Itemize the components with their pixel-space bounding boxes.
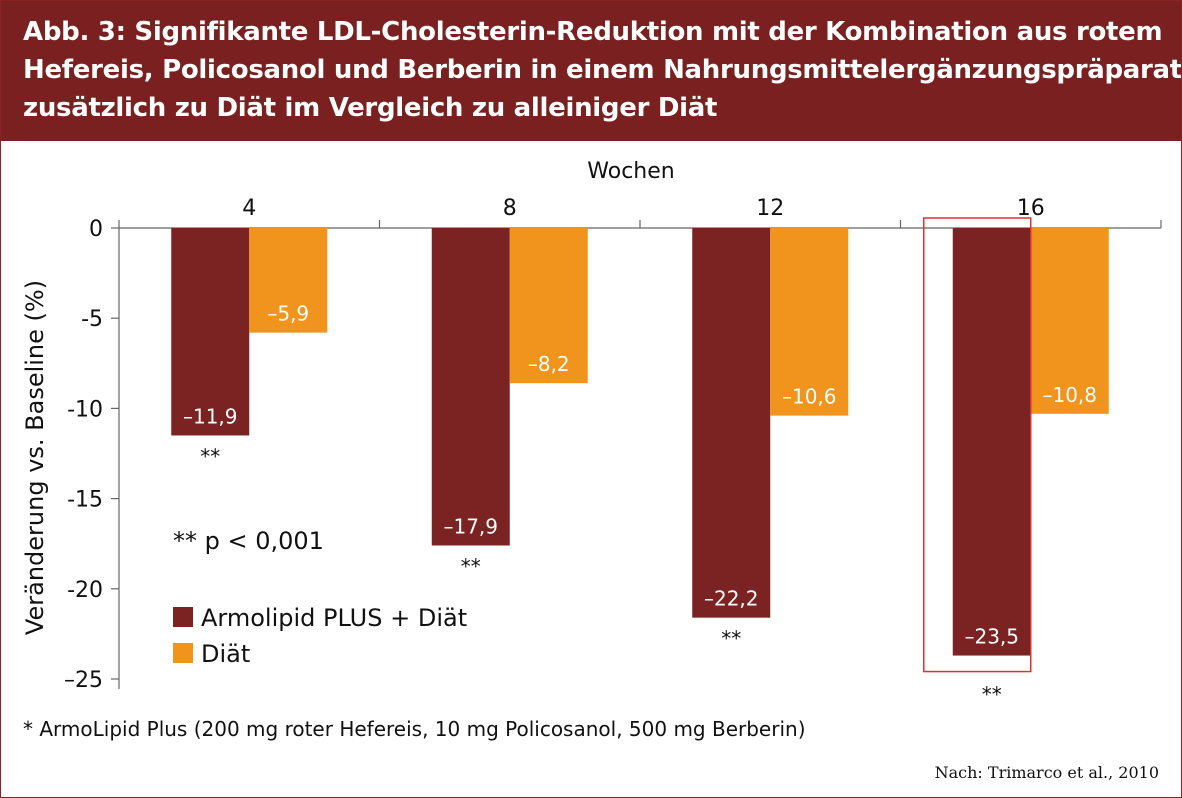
significance-marker: ** — [721, 627, 741, 651]
bar-series-0 — [952, 228, 1031, 656]
y-tick-label: -5 — [81, 307, 103, 332]
legend-swatch-0 — [173, 607, 193, 627]
bar-series-1 — [509, 228, 588, 384]
x-tick-label: 8 — [503, 196, 517, 221]
title-bar: Abb. 3: Signifikante LDL-Cholesterin-Red… — [1, 1, 1181, 141]
y-tick-label: -10 — [67, 397, 103, 422]
bar-data-label: –5,9 — [267, 302, 309, 326]
bar-series-1 — [249, 228, 328, 333]
bars-layer — [171, 217, 1109, 673]
legend-label-1: Diät — [201, 640, 250, 668]
y-tick-label: –25 — [64, 668, 103, 693]
x-axis-title: Wochen — [587, 159, 674, 184]
significance-marker: ** — [461, 555, 481, 579]
y-tick-label: -20 — [67, 578, 103, 603]
labels-layer: 0 -5 -10 -15 -20 –25 4 8 12 16 Wochen Veränderung v… — [21, 159, 1097, 707]
bar-series-0 — [692, 228, 771, 618]
figure-title: Abb. 3: Signifikante LDL-Cholesterin-Red… — [23, 13, 1182, 127]
source-citation: Nach: Trimarco et al., 2010 — [934, 763, 1159, 782]
bar-data-label: –23,5 — [964, 625, 1019, 649]
footnote: * ArmoLipid Plus (200 mg roter Hefereis,… — [23, 717, 806, 741]
bar-data-label: –17,9 — [443, 515, 498, 539]
significance-marker: ** — [982, 683, 1002, 707]
significance-marker: ** — [200, 444, 220, 468]
y-tick-label: 0 — [89, 217, 103, 242]
bar-series-0 — [171, 228, 250, 436]
p-value-annotation: ** p < 0,001 — [173, 527, 324, 555]
x-tick-label: 16 — [1017, 196, 1045, 221]
y-tick-label: -15 — [67, 488, 103, 513]
bar-data-label: –8,2 — [528, 352, 570, 376]
y-axis-title: Veränderung vs. Baseline (%) — [21, 280, 49, 635]
x-tick-label: 4 — [242, 196, 256, 221]
bar-series-0 — [431, 228, 510, 546]
bar-series-1 — [1030, 228, 1109, 414]
title-line-3: zusätzlich zu Diät im Vergleich zu allei… — [23, 93, 718, 123]
bar-data-label: –22,2 — [704, 587, 759, 611]
bar-data-label: –10,6 — [782, 385, 837, 409]
x-tick-label: 12 — [756, 196, 784, 221]
legend-label-0: Armolipid PLUS + Diät — [201, 604, 467, 632]
legend-swatch-1 — [173, 643, 193, 663]
title-line-1: Abb. 3: Signifikante LDL-Cholesterin-Red… — [23, 17, 1163, 47]
bar-data-label: –10,8 — [1042, 383, 1097, 407]
bar-data-label: –11,9 — [183, 404, 238, 428]
title-line-2: Hefereis, Policosanol und Berberin in ei… — [23, 55, 1182, 85]
bar-series-1 — [770, 228, 849, 416]
highlight-box — [923, 217, 1032, 673]
